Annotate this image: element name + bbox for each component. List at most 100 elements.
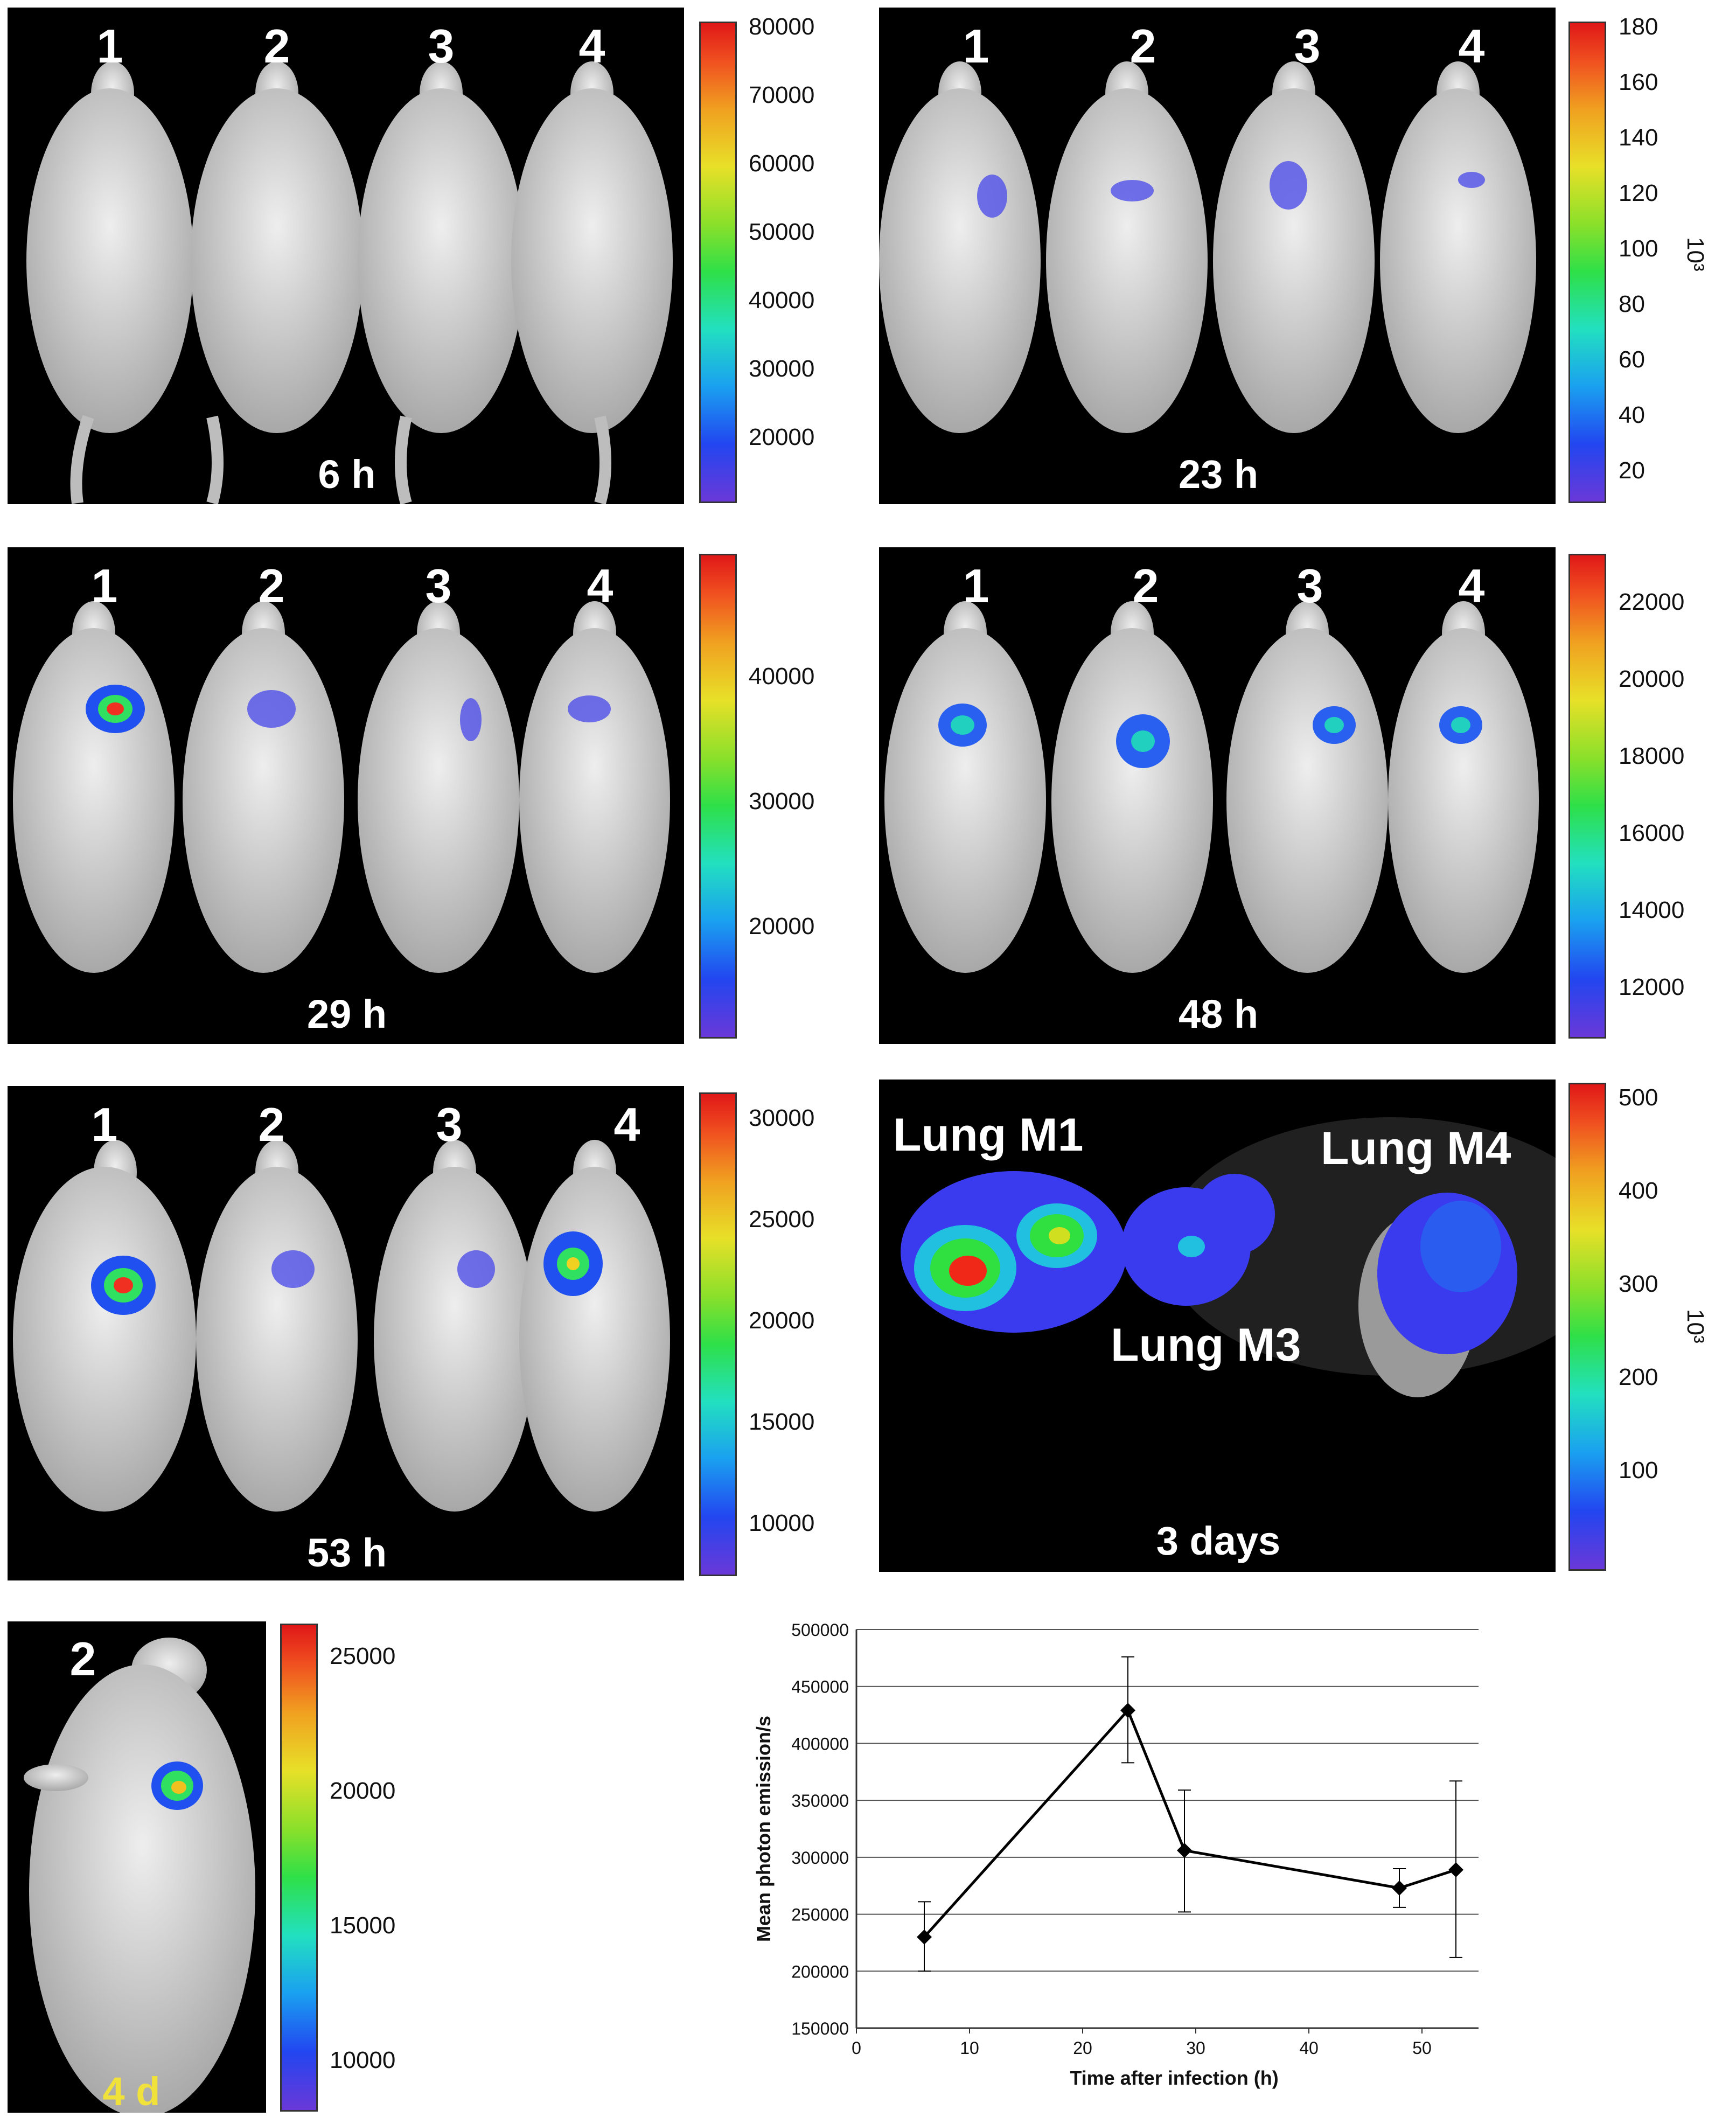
panel-3days-image: Lung M1 Lung M3 Lung M4 3 days <box>879 1080 1556 1572</box>
mice-silhouettes <box>884 601 1539 973</box>
tick: 60000 <box>749 150 815 177</box>
time-label: 23 h <box>1178 452 1259 497</box>
tick: 20000 <box>749 913 815 939</box>
y-tick-label: 250000 <box>791 1905 849 1925</box>
mouse-label-3: 3 <box>425 559 452 612</box>
panel-4d-image: 2 4 d <box>8 1621 266 2113</box>
y-tick-label: 200000 <box>791 1962 849 1981</box>
lung-m1 <box>901 1171 1127 1333</box>
color-scale-4d <box>280 1624 318 2112</box>
y-tick-label: 450000 <box>791 1677 849 1697</box>
tick: 60 <box>1619 346 1645 373</box>
mouse-label-3: 3 <box>436 1098 463 1151</box>
x-axis-label: Time after infection (h) <box>1070 2067 1278 2089</box>
y-tick-label: 500000 <box>791 1620 849 1640</box>
x-tick-label: 10 <box>960 2038 979 2058</box>
mouse-label-1: 1 <box>96 19 123 73</box>
mouse-label-3: 3 <box>1296 559 1323 612</box>
lung-m4 <box>1358 1193 1517 1397</box>
mouse-label-2: 2 <box>258 1098 285 1151</box>
tick: 180 <box>1619 13 1658 40</box>
tick: 14000 <box>1619 897 1685 923</box>
data-point <box>917 1929 932 1945</box>
tick: 30000 <box>749 1105 815 1131</box>
x-tick-label: 50 <box>1412 2038 1432 2058</box>
tick: 20000 <box>749 1307 815 1334</box>
tick: 15000 <box>749 1409 815 1435</box>
organ-label-lung-m4: Lung M4 <box>1321 1123 1511 1174</box>
mouse-label-4: 4 <box>1458 19 1485 73</box>
x-tick-label: 40 <box>1299 2038 1319 2058</box>
lung-m3 <box>1121 1174 1275 1306</box>
mice-silhouettes <box>13 1140 670 1512</box>
panel-23h-image: 1 2 3 4 23 h <box>879 8 1556 504</box>
y-tick-label: 300000 <box>791 1848 849 1868</box>
color-scale-29h <box>699 554 737 1039</box>
mouse-label-1: 1 <box>91 1098 118 1151</box>
mouse-label-2: 2 <box>258 559 285 612</box>
series-line <box>923 1708 1456 1938</box>
time-label: 53 h <box>306 1530 387 1575</box>
mouse-label-2: 2 <box>1130 19 1156 73</box>
mouse-silhouette <box>24 1638 255 2113</box>
mouse-label-2: 2 <box>69 1632 96 1686</box>
mouse-label-1: 1 <box>963 559 989 612</box>
data-point <box>1448 1862 1463 1878</box>
tick: 40 <box>1619 402 1645 428</box>
mouse-label-4: 4 <box>578 19 605 73</box>
tick: 80000 <box>749 13 815 40</box>
data-point <box>1392 1880 1407 1896</box>
tick: 30000 <box>749 788 815 814</box>
tick: 100 <box>1619 1457 1658 1484</box>
tick: 40000 <box>749 663 815 690</box>
mouse-label-1: 1 <box>91 559 118 612</box>
tick: 25000 <box>330 1643 396 1669</box>
organ-label-lung-m3: Lung M3 <box>1111 1319 1301 1371</box>
tick: 300 <box>1619 1271 1658 1297</box>
tick: 10000 <box>749 1510 815 1536</box>
tick: 20000 <box>330 1778 396 1804</box>
tick: 50000 <box>749 219 815 245</box>
tick: 500 <box>1619 1084 1658 1111</box>
mouse-label-3: 3 <box>1294 19 1321 73</box>
panel-53h-image: 1 2 3 4 53 h <box>8 1086 684 1580</box>
series-mean-emission <box>917 1656 1463 1972</box>
tick: 160 <box>1619 69 1658 95</box>
x-tick-label: 30 <box>1186 2038 1205 2058</box>
data-point <box>1177 1843 1192 1858</box>
mouse-label-4: 4 <box>587 559 613 612</box>
mice-silhouettes <box>879 61 1536 433</box>
photon-emission-chart: 5000004500004000003500003000002500002000… <box>752 1620 1479 2089</box>
tick: 400 <box>1619 1178 1658 1204</box>
lungs-image <box>901 1117 1556 1397</box>
time-label: 6 h <box>318 452 376 497</box>
tick: 16000 <box>1619 820 1685 846</box>
axes <box>855 1629 1479 2034</box>
tick: 22000 <box>1619 589 1685 615</box>
panel-6h-image: 1 2 3 4 6 h <box>8 8 684 504</box>
time-label: 4 d <box>102 2069 161 2113</box>
data-point <box>1120 1703 1135 1718</box>
mouse-label-3: 3 <box>428 19 455 73</box>
color-scale-6h <box>699 22 737 503</box>
tick: 40000 <box>749 287 815 314</box>
y-tick-label: 150000 <box>791 2019 849 2038</box>
tick: 30000 <box>749 356 815 382</box>
x-tick-labels: 0 10 20 30 40 50 <box>852 2038 1432 2058</box>
panel-48h-image: 1 2 3 4 48 h <box>879 547 1556 1044</box>
color-scale-3days <box>1568 1083 1606 1571</box>
color-scale-48h <box>1568 554 1606 1039</box>
color-scale-23h <box>1568 22 1606 503</box>
tick: 20000 <box>749 424 815 450</box>
y-axis-label: Mean photon emission/s <box>752 1716 775 1942</box>
tick: 25000 <box>749 1206 815 1232</box>
tick: 10000 <box>330 2047 396 2073</box>
scale-unit-3days: 10³ <box>1682 1309 1709 1343</box>
tick: 20 <box>1619 457 1645 484</box>
tick: 120 <box>1619 180 1658 206</box>
mice-silhouettes <box>26 61 673 504</box>
time-label: 3 days <box>1156 1519 1281 1563</box>
mouse-label-4: 4 <box>1458 559 1485 612</box>
y-tick-label: 400000 <box>791 1734 849 1753</box>
mouse-label-1: 1 <box>963 19 989 73</box>
